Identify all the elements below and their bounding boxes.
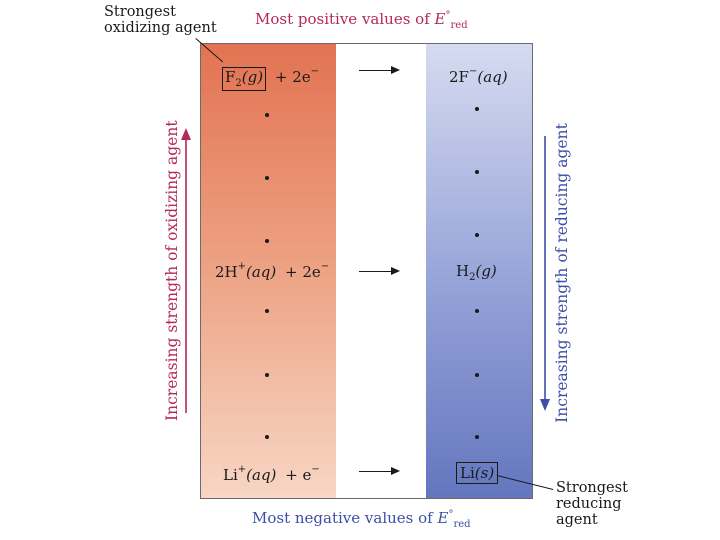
ellipsis-dot: [265, 113, 269, 117]
lithium-metal-state: (s): [474, 464, 495, 482]
lithium-electron-charge: −: [311, 464, 320, 475]
ellipsis-dot: [475, 170, 479, 174]
lithium-reaction-arrow: [359, 471, 392, 472]
hydrogen-ion-charge: +: [237, 261, 247, 272]
bottom-banner-text: Most negative values of: [252, 509, 433, 527]
hydrogen-gas-state: (g): [475, 262, 497, 280]
bottom-banner: Most negative values of E°red: [252, 509, 471, 530]
fluoride-reduced-form: 2F−(aq): [449, 66, 508, 86]
lithium-ion-symbol: Li: [223, 466, 238, 484]
bottom-banner-e-sup: °: [448, 509, 454, 520]
fluorine-electrons: + 2e: [274, 68, 311, 86]
fluorine-subscript: 2: [235, 78, 242, 89]
fluorine-symbol: F: [225, 68, 236, 86]
fluorine-state: (g): [241, 68, 264, 86]
strongest-oxidizer-box: F2(g): [222, 67, 267, 91]
fluoride-state: (aq): [477, 68, 508, 86]
strongest-oxidizing-callout: Strongest oxidizing agent: [104, 4, 217, 36]
ellipsis-dot: [475, 107, 479, 111]
ellipsis-dot: [475, 233, 479, 237]
strongest-oxidizing-line1: Strongest: [104, 4, 176, 20]
fluorine-reaction-arrow: [359, 70, 392, 71]
hydrogen-arrow-head: [391, 267, 400, 275]
ellipsis-dot: [265, 435, 269, 439]
reducing-agent-column: [426, 44, 532, 498]
ellipsis-dot: [475, 309, 479, 313]
fluorine-arrow-head: [391, 66, 400, 74]
top-banner-e-symbol: E: [434, 10, 446, 28]
hydrogen-reduced-form: H2(g): [456, 264, 497, 283]
strongest-reducing-callout: Strongest reducing agent: [556, 480, 628, 528]
reduction-potential-table: F2(g) + 2e− 2F−(aq) 2H+(aq) + 2e− H2(g) …: [200, 43, 533, 499]
fluorine-electron-charge: −: [310, 66, 320, 77]
hydrogen-electron-charge: −: [320, 261, 330, 272]
hydrogen-ion-symbol: 2H: [215, 263, 238, 281]
ellipsis-dot: [265, 239, 269, 243]
reducing-strength-arrow: [540, 136, 550, 411]
hydrogen-gas-symbol: H: [456, 262, 470, 280]
hydrogen-ion-state: (aq): [246, 263, 277, 281]
lithium-ion-state: (aq): [246, 466, 277, 484]
strongest-reducing-line3: agent: [556, 512, 598, 528]
oxidizing-agent-column: [201, 44, 336, 498]
ellipsis-dot: [265, 176, 269, 180]
ellipsis-dot: [475, 373, 479, 377]
strongest-reducing-line2: reducing: [556, 496, 622, 512]
top-banner-text: Most positive values of: [255, 10, 430, 28]
fluoride-charge: −: [468, 66, 478, 77]
lithium-metal-symbol: Li: [460, 464, 475, 482]
lithium-ion-charge: +: [237, 464, 247, 475]
strongest-oxidizing-line2: oxidizing agent: [104, 20, 217, 36]
top-banner-e-sub: red: [450, 20, 468, 31]
strongest-reducer-box: Li(s): [456, 462, 499, 484]
bottom-banner-e-symbol: E: [437, 509, 449, 527]
ellipsis-dot: [265, 309, 269, 313]
reducing-strength-label: Increasing strength of reducing agent: [553, 123, 571, 423]
ellipsis-dot: [475, 435, 479, 439]
oxidizing-strength-arrow: [181, 128, 191, 413]
fluoride-symbol: 2F: [449, 68, 469, 86]
hydrogen-electrons: + 2e: [285, 263, 321, 281]
bottom-banner-e-sub: red: [453, 519, 471, 530]
lithium-reduced-form: Li(s): [456, 462, 499, 484]
hydrogen-reaction-arrow: [359, 271, 392, 272]
strongest-reducing-line1: Strongest: [556, 480, 628, 496]
lithium-oxidized-form: Li+(aq) + e−: [223, 464, 320, 484]
fluorine-oxidized-form: F2(g) + 2e−: [222, 66, 320, 91]
lithium-electrons: + e: [285, 466, 312, 484]
ellipsis-dot: [265, 373, 269, 377]
hydrogen-oxidized-form: 2H+(aq) + 2e−: [215, 261, 330, 281]
lithium-arrow-head: [391, 467, 400, 475]
oxidizing-strength-label: Increasing strength of oxidizing agent: [163, 120, 181, 421]
top-banner-e-sup: °: [445, 10, 451, 21]
top-banner: Most positive values of E°red: [255, 10, 468, 31]
hydrogen-gas-subscript: 2: [469, 272, 476, 283]
